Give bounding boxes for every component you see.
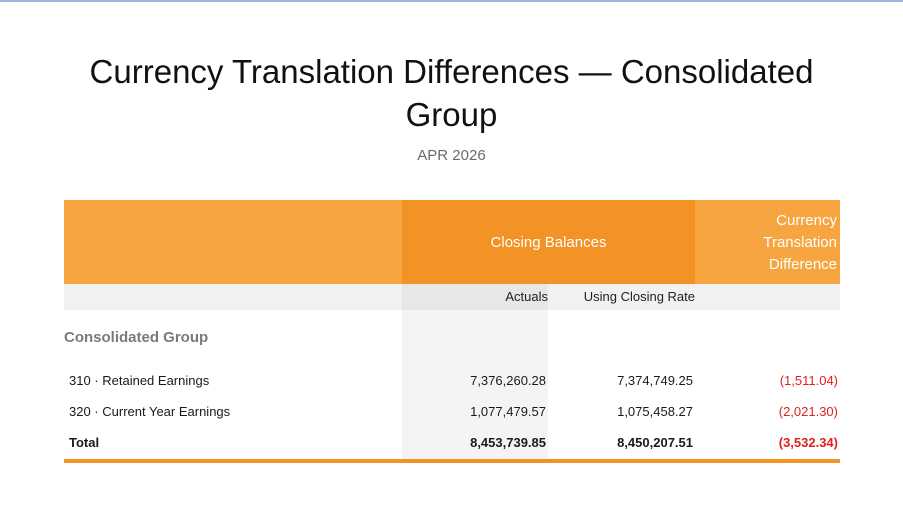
row-actuals-value: 1,077,479.57 xyxy=(470,404,546,419)
group-label: Consolidated Group xyxy=(64,329,209,346)
header-blank-cell xyxy=(64,200,402,284)
row-difference-value: (2,021.30) xyxy=(778,404,838,419)
row-closing-rate-value: 7,374,749.25 xyxy=(617,373,693,388)
report-period: APR 2026 xyxy=(417,147,486,164)
header-closing-balances: Closing Balances xyxy=(402,200,695,284)
actuals-column-shade xyxy=(402,310,548,460)
row-difference-value: (1,511.04) xyxy=(779,373,838,388)
total-difference-value: (3,532.34) xyxy=(778,435,838,450)
subheader-actuals-shade xyxy=(402,284,548,310)
column-header-closing-rate: Using Closing Rate xyxy=(583,289,695,304)
table-row: 310 · Retained Earnings 7,376,260.28 7,3… xyxy=(64,373,840,393)
row-account-label: 310 · Retained Earnings xyxy=(69,373,210,388)
total-label: Total xyxy=(69,435,100,450)
row-account-label: 320 · Current Year Earnings xyxy=(69,404,231,419)
row-closing-rate-value: 1,075,458.27 xyxy=(617,404,693,419)
header-ctd-line3: Difference xyxy=(768,256,837,273)
table-row: 320 · Current Year Earnings 1,077,479.57… xyxy=(64,404,840,424)
header-ctd-line1: Currency xyxy=(776,212,837,229)
table-bottom-rule xyxy=(64,459,840,463)
total-actuals-value: 8,453,739.85 xyxy=(470,435,546,450)
header-closing-balances-label: Closing Balances xyxy=(490,233,607,251)
total-row: Total 8,453,739.85 8,450,207.51 (3,532.3… xyxy=(64,435,840,455)
top-divider xyxy=(0,0,903,2)
row-actuals-value: 7,376,260.28 xyxy=(470,373,546,388)
header-ctd-line2: Translation xyxy=(763,234,837,251)
total-closing-rate-value: 8,450,207.51 xyxy=(617,435,693,450)
column-header-actuals: Actuals xyxy=(505,289,548,304)
header-currency-translation-difference: Currency Translation Difference xyxy=(695,200,840,284)
page-title: Currency Translation Differences — Conso… xyxy=(89,53,814,133)
